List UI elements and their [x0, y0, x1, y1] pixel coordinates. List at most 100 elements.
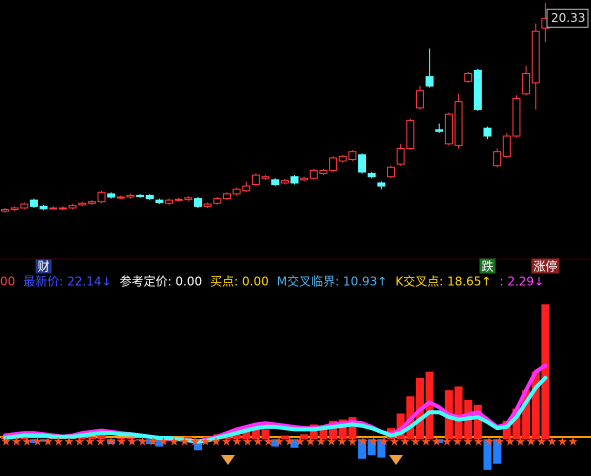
candle-body — [232, 188, 241, 195]
star-icon: ★ — [368, 435, 379, 449]
histogram-bar — [194, 439, 202, 451]
star-icon: ★ — [284, 435, 295, 449]
header-text: : 2.29↓ — [499, 275, 544, 289]
candle-body — [406, 119, 415, 150]
star-icon: ★ — [421, 435, 432, 449]
candle-body — [58, 207, 67, 210]
star-icon: ★ — [557, 435, 568, 449]
candle-body — [116, 196, 125, 199]
histogram-bar — [155, 439, 164, 447]
candle-body — [242, 185, 251, 192]
diamond-icon — [389, 455, 403, 465]
star-icon: ★ — [190, 435, 201, 449]
header-text: 买点: 0.00 — [210, 275, 269, 289]
candle-body — [145, 194, 154, 200]
header-text: 最新价: 22.14↓ — [23, 274, 111, 289]
star-icon: ★ — [221, 435, 232, 449]
star-icon: ★ — [473, 435, 484, 449]
star-icon: ★ — [431, 435, 442, 449]
star-icon: ★ — [326, 435, 337, 449]
candle-body — [194, 198, 202, 207]
candle-body — [348, 151, 357, 160]
candle-body — [1, 209, 9, 212]
star-icon: ★ — [358, 435, 369, 449]
star-icon: ★ — [64, 435, 75, 449]
candle-body — [165, 199, 174, 204]
candle-body — [309, 169, 318, 179]
histogram-bar — [541, 304, 550, 440]
candle-body — [425, 76, 434, 87]
star-icon: ★ — [200, 435, 211, 449]
star-icon: ★ — [505, 435, 516, 449]
candle-body — [174, 198, 183, 201]
price-tag: 20.33 — [551, 11, 585, 25]
histogram-bar — [338, 419, 347, 440]
star-icon: ★ — [148, 435, 159, 449]
star-icon: ★ — [253, 435, 264, 449]
annotation-bg — [35, 259, 52, 274]
star-icon: ★ — [463, 435, 474, 449]
star-icon: ★ — [127, 435, 138, 449]
histogram-bar — [502, 420, 511, 440]
candle-body — [377, 182, 386, 187]
candle-body — [367, 173, 376, 178]
star-icon: ★ — [379, 435, 390, 449]
price-tag-box — [546, 8, 589, 28]
histogram-bar — [454, 386, 463, 440]
star-icon: ★ — [22, 435, 33, 449]
star-icon: ★ — [85, 435, 96, 449]
candle-body — [87, 201, 96, 204]
histogram-bar — [358, 439, 367, 459]
star-icon: ★ — [137, 435, 148, 449]
annotation: 财 — [38, 260, 50, 274]
star-icon: ★ — [389, 435, 400, 449]
star-icon: ★ — [452, 435, 463, 449]
histogram-bar — [309, 424, 318, 440]
histogram-bar — [145, 439, 154, 445]
star-icon: ★ — [32, 435, 43, 449]
candle-body — [454, 101, 463, 146]
histogram-bar — [377, 439, 386, 458]
candle-body — [107, 193, 116, 198]
histogram-bar — [329, 420, 338, 440]
histogram-bar — [261, 429, 270, 440]
histogram-bar — [184, 436, 193, 440]
candle-body — [261, 176, 270, 179]
candle-body — [483, 127, 492, 137]
candle-body — [78, 202, 87, 206]
histogram-bar — [512, 408, 521, 440]
star-icon: ★ — [242, 435, 253, 449]
star-icon: ★ — [74, 435, 85, 449]
star-icon: ★ — [11, 435, 22, 449]
candle-body — [435, 129, 444, 132]
histogram-bar — [396, 413, 405, 440]
histogram-bar — [251, 424, 260, 440]
star-icon: ★ — [106, 435, 117, 449]
star-icon: ★ — [263, 435, 274, 449]
candle-body — [10, 207, 19, 211]
star-icon: ★ — [179, 435, 190, 449]
candle-body — [20, 203, 29, 209]
histogram-bar — [29, 439, 38, 443]
star-icon: ★ — [274, 435, 285, 449]
star-icon: ★ — [347, 435, 358, 449]
candle-body — [531, 30, 540, 84]
candle-body — [444, 113, 453, 145]
candle-body — [203, 203, 212, 207]
candle-body — [213, 198, 222, 204]
candle-body — [329, 157, 338, 171]
candle-body — [49, 207, 58, 210]
star-icon: ★ — [547, 435, 558, 449]
candle-body — [68, 205, 77, 209]
candle-body — [39, 205, 48, 210]
histogram-bar — [367, 439, 376, 456]
candle-body — [97, 191, 106, 203]
candle-body — [251, 174, 260, 186]
histogram-bar — [242, 426, 251, 440]
candle-body — [512, 98, 521, 137]
star-icon: ★ — [316, 435, 327, 449]
histogram-bar — [97, 431, 106, 440]
candle-body — [464, 72, 473, 82]
star-icon: ★ — [232, 435, 243, 449]
